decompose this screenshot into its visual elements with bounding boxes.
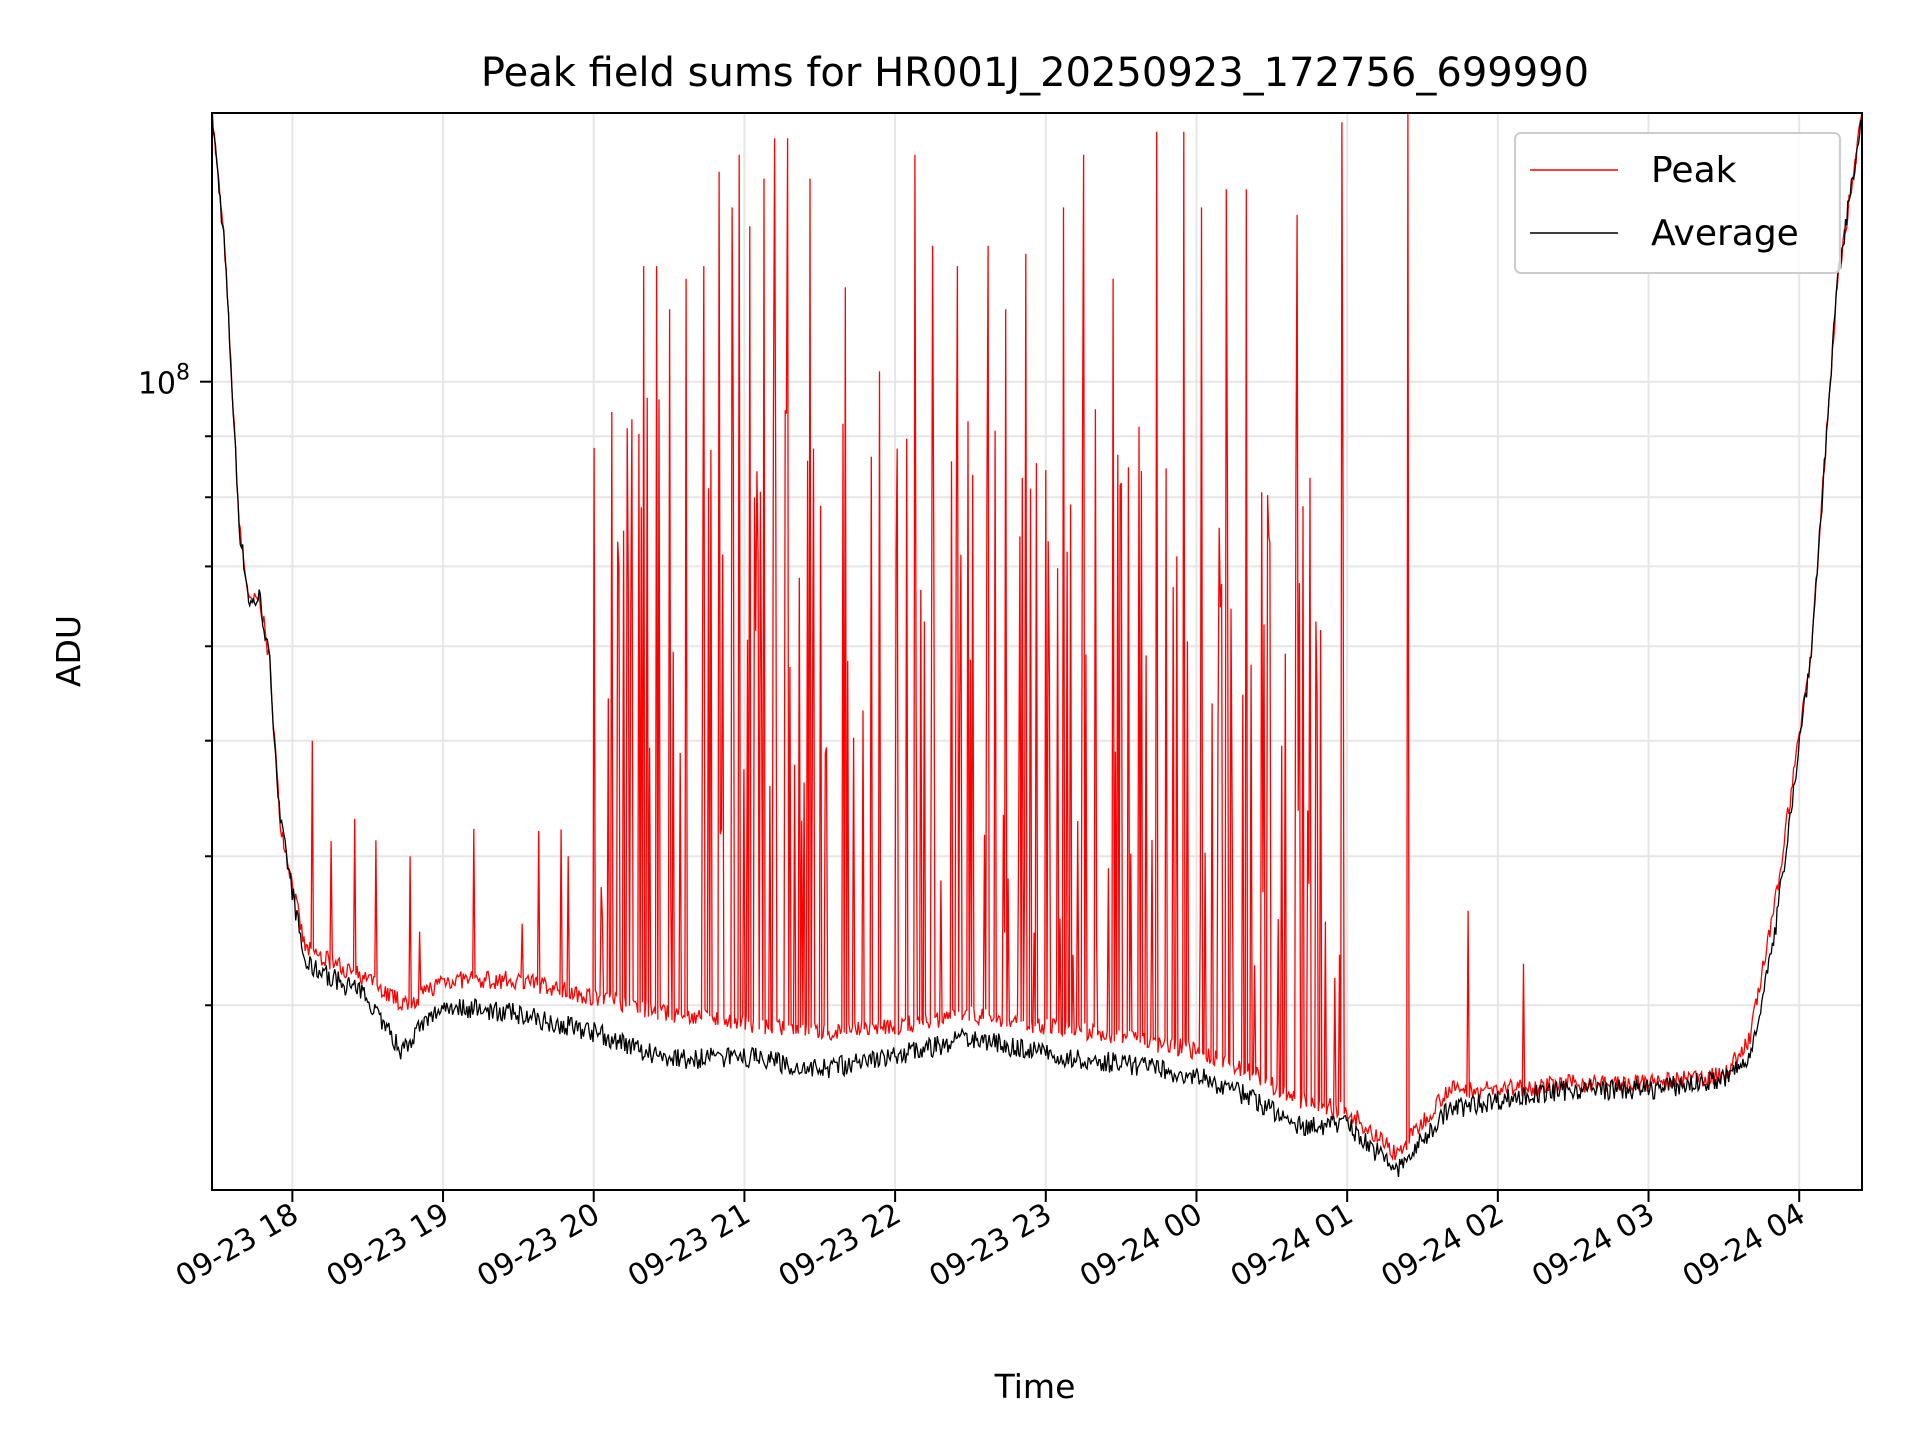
x-axis-label: Time <box>994 1367 1076 1406</box>
series-layer <box>212 113 1862 1178</box>
legend: Peak Average <box>1514 132 1841 274</box>
legend-label-average: Average <box>1651 213 1799 254</box>
chart-title: Peak field sums for HR001J_20250923_1727… <box>481 50 1589 96</box>
series-line-average <box>212 113 1862 1178</box>
legend-label-peak: Peak <box>1651 150 1737 191</box>
y-axis-label: ADU <box>49 615 88 687</box>
y-tick-label: 108 <box>138 361 190 402</box>
legend-box <box>1514 132 1841 274</box>
plot-frame <box>211 112 1863 1191</box>
series-line-peak <box>212 113 1862 1162</box>
